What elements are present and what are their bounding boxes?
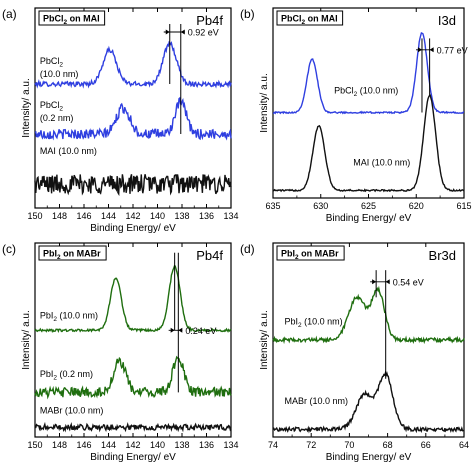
sample-legend-box	[276, 10, 344, 26]
x-axis-label: Binding Energy/ eV	[90, 223, 176, 234]
shift-annotation: 0.77 eV	[437, 45, 468, 55]
core-level-label: I3d	[438, 13, 456, 28]
x-tick-label: 140	[150, 440, 165, 450]
series-label: PbCl2 (10.0 nm)	[334, 86, 398, 99]
spectrum-line	[34, 96, 232, 141]
series-label: PbCl2	[40, 56, 64, 69]
x-axis-label: Binding Energy/ eV	[90, 452, 176, 463]
x-tick-label: 138	[174, 440, 189, 450]
core-level-label: Pb4f	[196, 248, 223, 263]
shift-arrowhead	[417, 47, 422, 53]
series-label: PbI2 (0.2 nm)	[40, 369, 93, 382]
x-axis-label: Binding Energy/ eV	[326, 452, 412, 463]
x-tick-label: 630	[313, 201, 328, 211]
sample-legend-box	[276, 245, 345, 261]
x-axis-label: Binding Energy/ eV	[326, 213, 412, 224]
core-level-label: Pb4f	[196, 13, 223, 28]
series-label: MAI (10.0 nm)	[40, 146, 97, 156]
shift-arrowhead	[178, 327, 183, 333]
shift-annotation: 0.92 eV	[188, 28, 219, 38]
x-tick-label: 635	[265, 201, 280, 211]
x-tick-label: 74	[268, 440, 278, 450]
shift-arrowhead	[372, 279, 377, 285]
spectrum-line	[272, 370, 465, 434]
panel-a: 150 148 146 144 142 140 138 136 134 Binding Energ…	[2, 7, 239, 234]
x-tick-label: 70	[344, 440, 354, 450]
panel-d: 74 72 70 68 66 64 Binding Energy/ eV Intensity/…	[240, 242, 469, 463]
x-tick-label: 615	[456, 201, 471, 211]
x-tick-label: 72	[306, 440, 316, 450]
x-tick-label: 144	[101, 440, 116, 450]
sample-legend-box	[38, 10, 106, 26]
y-axis-label: Intensity/ a.u.	[259, 310, 270, 369]
shift-arrowhead	[180, 29, 185, 35]
y-axis-label: Intensity/ a.u.	[21, 310, 32, 369]
x-tick-label: 136	[199, 440, 214, 450]
spectrum-line	[34, 265, 232, 334]
shift-annotation: 0.54 eV	[393, 277, 424, 287]
sample-legend-text: PbI2 on MABr	[43, 249, 101, 262]
panel-label: (a)	[2, 7, 17, 21]
sample-legend-text: PbCl2 on MAI	[281, 14, 338, 27]
panel-label: (c)	[2, 242, 16, 256]
panel-label: (b)	[240, 7, 255, 21]
x-tick-label: 148	[52, 440, 67, 450]
x-tick-label: 620	[409, 201, 424, 211]
sample-legend-box	[38, 245, 107, 261]
spectrum-line	[34, 174, 232, 197]
series-label: PbI2 (10.0 nm)	[284, 316, 342, 329]
sample-legend-text: PbCl2 on MAI	[43, 14, 100, 27]
x-tick-label: 134	[223, 211, 238, 221]
x-tick-label: 142	[125, 440, 140, 450]
series-label: MABr (10.0 nm)	[284, 396, 348, 406]
series-label: MABr (10.0 nm)	[40, 406, 104, 416]
sample-legend-text: PbI2 on MABr	[281, 249, 339, 262]
x-tick-label: 134	[223, 440, 238, 450]
panel-c: 150 148 146 144 142 140 138 136 134 Binding Energ…	[2, 242, 239, 463]
x-tick-label: 138	[174, 211, 189, 221]
x-tick-label: 625	[361, 201, 376, 211]
shift-annotation: 0.24 eV	[185, 326, 216, 336]
x-tick-label: 144	[101, 211, 116, 221]
x-tick-label: 140	[150, 211, 165, 221]
spectrum-line	[272, 94, 465, 193]
x-tick-label: 146	[76, 211, 91, 221]
x-tick-label: 68	[383, 440, 393, 450]
shift-arrowhead	[165, 29, 170, 35]
x-tick-label: 66	[421, 440, 431, 450]
x-tick-label: 142	[125, 211, 140, 221]
panel-b: 635 630 625 620 615 Binding Energy/ eV Intensi…	[240, 7, 472, 224]
series-label: PbI2 (10.0 nm)	[40, 311, 98, 324]
x-tick-label: 146	[76, 440, 91, 450]
y-axis-label: Intensity/ a.u.	[21, 78, 32, 137]
x-tick-label: 148	[52, 211, 67, 221]
x-tick-label: 64	[459, 440, 469, 450]
series-label: (10.0 nm)	[40, 69, 79, 79]
spectrum-line	[34, 355, 232, 400]
series-label: (0.2 nm)	[40, 113, 74, 123]
shift-arrowhead	[429, 47, 434, 53]
spectrum-line	[273, 32, 465, 115]
core-level-label: Br3d	[429, 248, 456, 263]
shift-arrowhead	[170, 327, 175, 333]
series-label: PbCl2	[40, 100, 64, 113]
x-tick-label: 136	[199, 211, 214, 221]
x-tick-label: 150	[27, 211, 42, 221]
spectrum-line	[34, 40, 232, 89]
x-tick-label: 150	[27, 440, 42, 450]
panel-label: (d)	[240, 242, 255, 256]
y-axis-label: Intensity/ a.u.	[259, 73, 270, 132]
spectrum-line	[34, 421, 232, 433]
shift-arrowhead	[385, 279, 390, 285]
spectrum-line	[272, 285, 465, 345]
series-label: MAI (10.0 nm)	[353, 158, 410, 168]
